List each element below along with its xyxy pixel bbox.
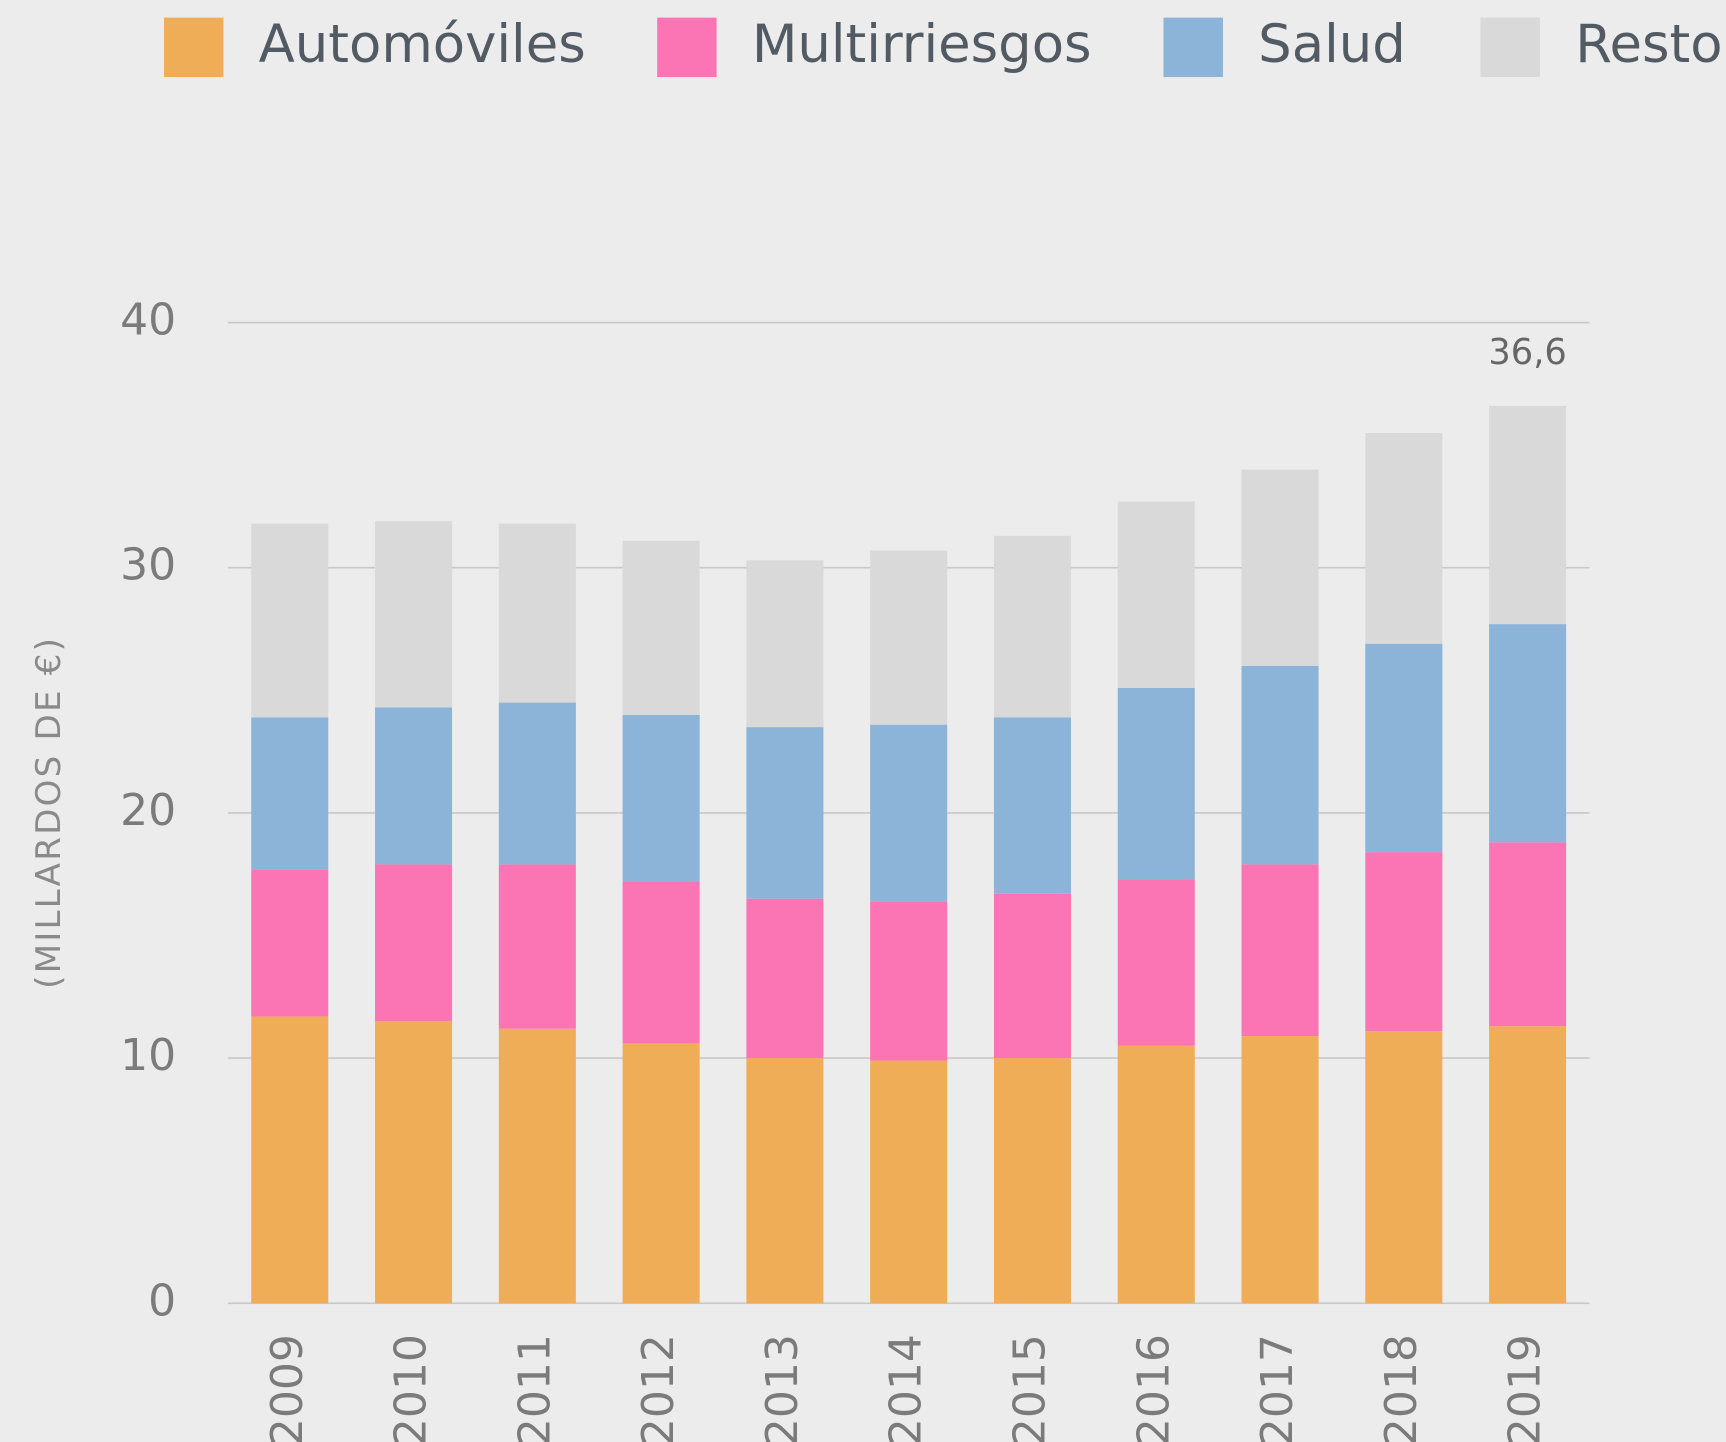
bar-segment [870, 550, 948, 725]
bar-segment [251, 1016, 329, 1304]
bar-segment [251, 523, 329, 718]
bar-segment [1489, 1026, 1567, 1304]
bar-segment [1365, 643, 1443, 853]
x-tick-label: 2014 [881, 1334, 932, 1442]
bar-segment [993, 893, 1071, 1059]
bar-segment [251, 717, 329, 870]
legend-label: Resto [1575, 14, 1722, 75]
y-tick-label: 10 [120, 1030, 176, 1081]
bar-segment [375, 864, 453, 1022]
bar-segment [870, 1060, 948, 1304]
bar-segment [746, 560, 824, 728]
bar-segment [498, 864, 576, 1029]
x-tick-label: 2018 [1376, 1334, 1427, 1442]
y-tick-label: 20 [120, 785, 176, 836]
legend-label: Automóviles [259, 14, 586, 75]
bar-segment [1489, 842, 1567, 1027]
x-tick-label: 2017 [1252, 1334, 1303, 1442]
bar-segment [375, 1021, 453, 1304]
bar-segment [1117, 879, 1195, 1046]
bar-segment [1241, 864, 1319, 1037]
bar-segment [1241, 665, 1319, 865]
bar-segment [622, 881, 700, 1044]
y-tick-label: 40 [120, 295, 176, 346]
bar-segment [993, 1058, 1071, 1304]
bar-segment [498, 523, 576, 703]
y-tick-label: 30 [120, 540, 176, 591]
total-label: 36,6 [1488, 332, 1566, 373]
x-tick-label: 2010 [386, 1334, 437, 1442]
bar-segment [1241, 469, 1319, 666]
bar-segment [498, 702, 576, 865]
bar-segment [375, 707, 453, 865]
bar-segment [870, 724, 948, 902]
legend-label: Multirriesgos [752, 14, 1092, 75]
bar-segment [375, 521, 453, 708]
bar-segment [498, 1028, 576, 1304]
legend-swatch [1480, 17, 1540, 78]
bar-segment [251, 869, 329, 1017]
bar-segment [746, 898, 824, 1059]
bar-segment [746, 1058, 824, 1304]
x-tick-label: 2013 [757, 1334, 808, 1442]
x-tick-label: 2009 [262, 1334, 313, 1442]
bar-segment [870, 901, 948, 1061]
x-tick-label: 2011 [509, 1334, 560, 1442]
x-tick-label: 2012 [633, 1334, 684, 1442]
y-axis-title: (MILLARDOS DE €) [29, 636, 69, 989]
bar-segment [1489, 405, 1567, 625]
bar-segment [1241, 1036, 1319, 1304]
x-tick-label: 2015 [1004, 1334, 1055, 1442]
bar-segment [622, 714, 700, 882]
bar-segment [1117, 1045, 1195, 1304]
bar-segment [622, 540, 700, 715]
bar-segment [993, 535, 1071, 718]
bar-segment [746, 727, 824, 899]
bar-segment [1117, 501, 1195, 688]
legend-label: Salud [1258, 14, 1406, 75]
bar-segment [1365, 852, 1443, 1032]
bar-segment [1365, 432, 1443, 644]
x-tick-label: 2016 [1128, 1334, 1179, 1442]
legend-swatch [164, 17, 224, 78]
bar-segment [1117, 687, 1195, 880]
y-tick-label: 0 [148, 1275, 176, 1326]
bar-segment [1489, 624, 1567, 843]
bar-segment [993, 717, 1071, 894]
legend-swatch [1163, 17, 1223, 78]
x-tick-label: 2019 [1500, 1334, 1551, 1442]
bar-segment [1365, 1031, 1443, 1304]
bar-segment [622, 1043, 700, 1304]
legend-swatch [657, 17, 717, 78]
